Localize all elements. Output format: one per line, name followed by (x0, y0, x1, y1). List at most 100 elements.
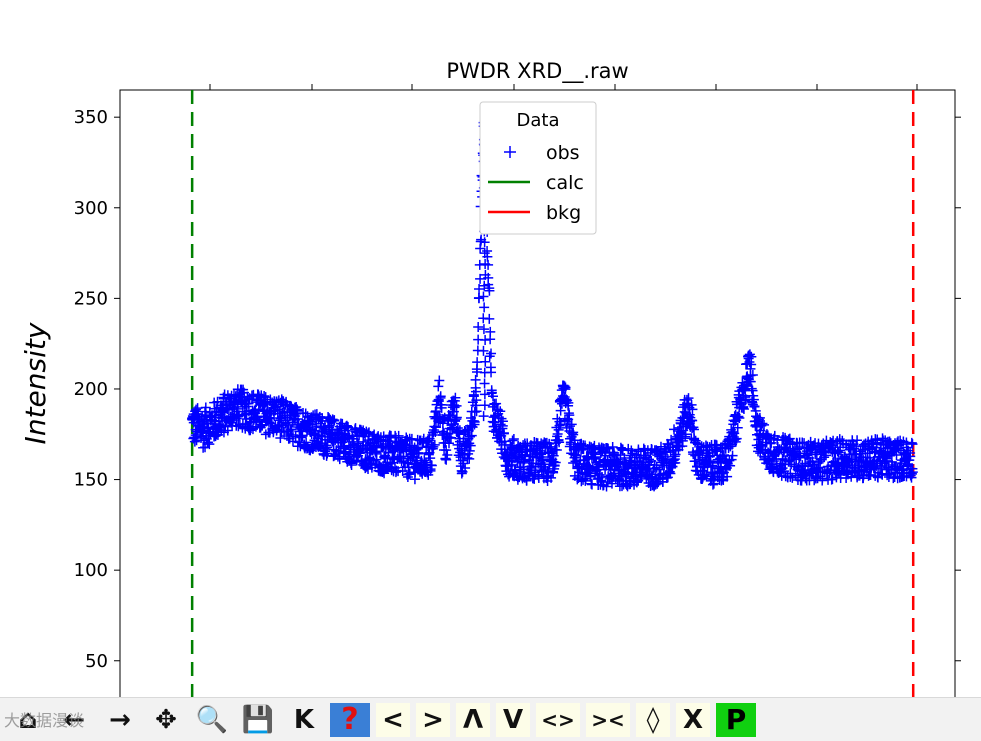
y-tick-label: 250 (74, 288, 108, 309)
obs-point (406, 433, 417, 444)
obs-point (469, 416, 480, 427)
obs-points (187, 108, 918, 492)
legend-obs-marker (504, 146, 516, 158)
expand-x-button[interactable]: <> (536, 702, 580, 737)
obs-point (597, 472, 608, 483)
obs-point (373, 436, 384, 447)
obs-point (747, 370, 758, 381)
obs-point (256, 419, 267, 430)
obs-point (746, 351, 757, 362)
obs-point (907, 439, 918, 450)
obs-point (451, 412, 462, 423)
obs-point (479, 248, 490, 259)
obs-point (297, 431, 308, 442)
expand-y-button[interactable]: ◊ (636, 702, 670, 737)
obs-point (202, 437, 213, 448)
obs-point (747, 399, 758, 410)
contract-x-button[interactable]: >< (586, 702, 630, 737)
toolbar: ⌂ ← → ✥ 🔍 💾 K? < > Λ V <> >< ◊ X P (0, 697, 981, 741)
shift-down-button[interactable]: V (496, 702, 530, 737)
forward-button[interactable]: → (109, 704, 131, 735)
obs-point (471, 395, 482, 406)
obs-point (594, 469, 605, 480)
obs-point (819, 466, 830, 477)
obs-point (480, 258, 491, 269)
obs-point (745, 376, 756, 387)
obs-point (478, 313, 489, 324)
obs-point (342, 422, 353, 433)
obs-point (222, 425, 233, 436)
obs-point (260, 392, 271, 403)
obs-point (371, 448, 382, 459)
shift-right-button[interactable]: > (416, 702, 450, 737)
obs-point (451, 400, 462, 411)
obs-point (426, 460, 437, 471)
obs-point (779, 466, 790, 477)
obs-point (486, 348, 497, 359)
obs-point (466, 430, 477, 441)
obs-point (434, 375, 445, 386)
obs-point (480, 269, 491, 280)
obs-point (479, 389, 490, 400)
obs-point (734, 413, 745, 424)
obs-point (328, 415, 339, 426)
obs-point (580, 475, 591, 486)
obs-point (550, 457, 561, 468)
obs-point (849, 443, 860, 454)
obs-point (485, 362, 496, 373)
obs-point (396, 456, 407, 467)
save-button[interactable]: 💾 (241, 704, 275, 735)
obs-point (554, 437, 565, 448)
back-button[interactable]: ← (63, 704, 85, 735)
obs-point (905, 451, 916, 462)
obs-point (731, 433, 742, 444)
contract-y-button[interactable]: X (676, 702, 710, 737)
obs-point (569, 435, 580, 446)
obs-point (479, 302, 490, 313)
obs-point (601, 481, 612, 492)
obs-point (464, 445, 475, 456)
obs-point (480, 335, 491, 346)
obs-point (430, 422, 441, 433)
obs-point (307, 419, 318, 430)
obs-point (484, 285, 495, 296)
y-tick-label: 300 (74, 198, 108, 219)
obs-point (428, 441, 439, 452)
obs-point (548, 450, 559, 461)
shift-left-button[interactable]: < (376, 702, 410, 737)
key-button[interactable]: K (293, 704, 315, 735)
chart-title: PWDR XRD__.raw (446, 59, 628, 84)
shift-up-button[interactable]: Λ (456, 702, 490, 737)
help-button[interactable]: ? (330, 702, 370, 737)
obs-point (833, 447, 844, 458)
obs-point (644, 454, 655, 465)
obs-point (465, 440, 476, 451)
plot-area[interactable]: 50 100 150 200 250 300 350 PWDR XRD__.raw Intens… (0, 0, 981, 697)
obs-point (458, 458, 469, 469)
obs-point (390, 467, 401, 478)
obs-point (370, 447, 381, 458)
obs-point (429, 421, 440, 432)
obs-point (341, 420, 352, 431)
obs-point (275, 433, 286, 444)
obs-point (257, 420, 268, 431)
obs-point (507, 435, 518, 446)
home-button[interactable]: ⌂ (18, 704, 38, 735)
obs-point (750, 405, 761, 416)
obs-point (785, 471, 796, 482)
obs-point (562, 395, 573, 406)
obs-point (903, 445, 914, 456)
p-button[interactable]: P (716, 702, 756, 737)
pan-button[interactable]: ✥ (155, 704, 177, 735)
obs-point (708, 478, 719, 489)
obs-point (480, 356, 491, 367)
obs-point (478, 345, 489, 356)
zoom-button[interactable]: 🔍 (195, 704, 229, 735)
obs-point (554, 420, 565, 431)
obs-point (479, 280, 490, 291)
obs-point (563, 397, 574, 408)
y-axis-label: Intensity (19, 322, 52, 444)
obs-point (725, 460, 736, 471)
obs-point (651, 462, 662, 473)
obs-point (485, 326, 496, 337)
